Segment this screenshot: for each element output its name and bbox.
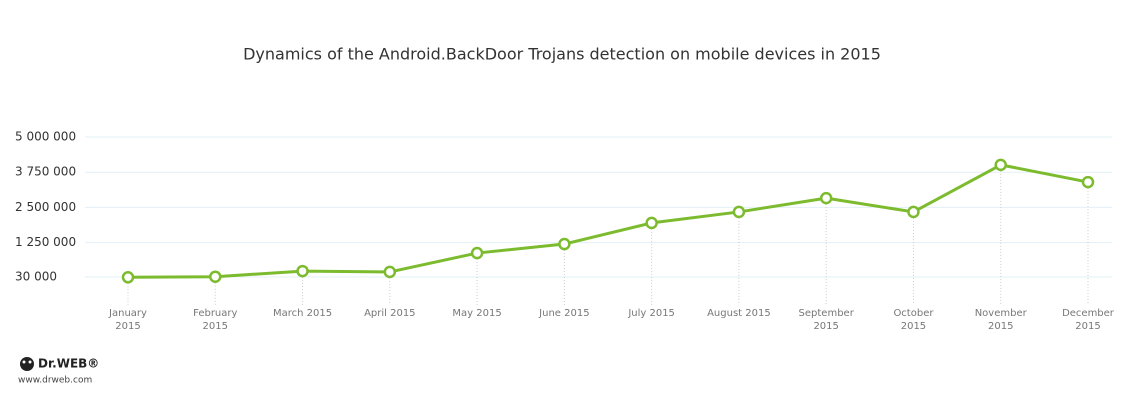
- data-point: [383, 265, 397, 279]
- x-tick-label: February 2015: [193, 308, 238, 332]
- y-tick-label: 5 000 000: [15, 130, 76, 144]
- logo-name: Dr.WEB®: [38, 357, 99, 371]
- data-point: [296, 264, 309, 278]
- x-tick-label: July 2015: [628, 308, 675, 319]
- data-point: [907, 205, 920, 219]
- x-tick-label: June 2015: [539, 308, 590, 319]
- y-tick-label: 1 250 000: [15, 235, 76, 249]
- data-point: [645, 216, 658, 230]
- x-tick-label: April 2015: [364, 308, 416, 319]
- data-point: [121, 271, 135, 284]
- data-point: [819, 191, 833, 205]
- data-line: [127, 163, 1089, 279]
- data-point: [558, 237, 571, 251]
- x-tick-label: January 2015: [109, 308, 147, 332]
- data-point: [470, 246, 484, 260]
- x-tick-label: December 2015: [1062, 308, 1114, 332]
- x-tick-label: September 2015: [798, 308, 854, 332]
- x-tick-label: October 2015: [893, 308, 934, 332]
- data-point: [209, 270, 222, 283]
- chart-title: Dynamics of the Android.BackDoor Trojans…: [243, 45, 881, 64]
- x-tick-label: November 2015: [974, 308, 1027, 332]
- data-point: [1081, 175, 1095, 189]
- y-tick-label: 2 500 000: [15, 200, 76, 214]
- y-tick-label: 30 000: [15, 270, 57, 284]
- x-tick-label: March 2015: [272, 308, 333, 319]
- data-point: [994, 158, 1007, 172]
- data-point: [732, 205, 746, 219]
- logo-url: www.drweb.com: [18, 376, 92, 386]
- x-tick-label: May 2015: [452, 308, 502, 319]
- x-tick-label: August 2015: [707, 308, 771, 319]
- logo-icon: [20, 357, 34, 371]
- y-tick-label: 3 750 000: [15, 165, 76, 179]
